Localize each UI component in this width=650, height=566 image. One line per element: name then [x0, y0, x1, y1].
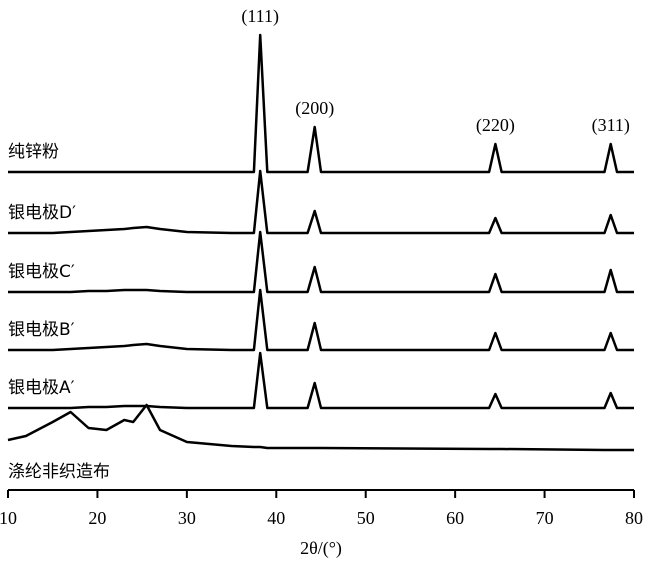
- series-label: 纯锌粉: [8, 142, 59, 162]
- series-label: 涤纶非织造布: [8, 462, 110, 482]
- peak-annotation: (200): [295, 98, 334, 119]
- x-axis-label: 2θ/(°): [300, 538, 342, 559]
- xrd-trace: [8, 288, 634, 352]
- series-label: 银电极B′: [8, 320, 75, 340]
- xrd-trace: [8, 230, 634, 294]
- x-tick-label: 40: [267, 508, 285, 528]
- x-tick-label: 60: [446, 508, 464, 528]
- xrd-trace: [8, 351, 634, 410]
- peak-annotation: (220): [476, 115, 515, 136]
- xrd-trace: [8, 169, 634, 235]
- peak-annotation: (311): [592, 115, 630, 136]
- x-tick-label: 30: [178, 508, 196, 528]
- x-tick-label: 20: [88, 508, 106, 528]
- x-tick-label: 10: [0, 508, 17, 528]
- xrd-trace: [7, 403, 634, 452]
- xrd-trace: [8, 33, 634, 174]
- x-tick-label: 80: [625, 508, 643, 528]
- series-label: 银电极A′: [8, 378, 75, 398]
- series-label: 银电极C′: [8, 262, 75, 282]
- series-label: 银电极D′: [8, 203, 76, 223]
- peak-annotation: (111): [241, 6, 279, 27]
- x-tick-label: 70: [536, 508, 554, 528]
- x-tick-label: 50: [357, 508, 375, 528]
